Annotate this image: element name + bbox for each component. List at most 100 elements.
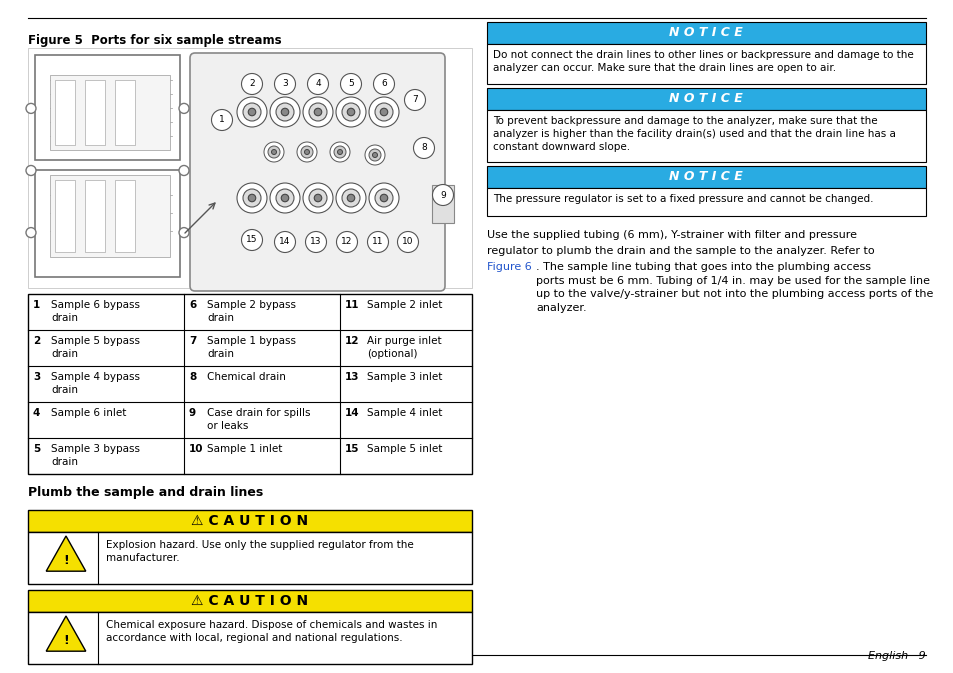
- Text: 9: 9: [439, 190, 445, 199]
- Circle shape: [270, 183, 299, 213]
- Text: Figure 6: Figure 6: [486, 262, 531, 272]
- Text: . The sample line tubing that goes into the plumbing access
ports must be 6 mm. : . The sample line tubing that goes into …: [536, 262, 932, 313]
- Text: 9: 9: [189, 408, 196, 418]
- Text: 13: 13: [345, 372, 359, 382]
- Circle shape: [432, 184, 453, 205]
- Text: ⚠ C A U T I O N: ⚠ C A U T I O N: [192, 594, 308, 608]
- Circle shape: [347, 194, 355, 202]
- Text: English   9: English 9: [867, 651, 925, 661]
- Circle shape: [296, 142, 316, 162]
- Circle shape: [243, 189, 261, 207]
- Circle shape: [372, 153, 377, 157]
- Circle shape: [303, 183, 333, 213]
- Text: 7: 7: [412, 96, 417, 104]
- Circle shape: [374, 73, 395, 94]
- Bar: [28, 294, 472, 474]
- Circle shape: [179, 166, 189, 176]
- Text: Sample 1 bypass
drain: Sample 1 bypass drain: [207, 336, 295, 359]
- Text: Do not connect the drain lines to other lines or backpressure and damage to the
: Do not connect the drain lines to other …: [493, 50, 913, 73]
- Circle shape: [275, 189, 294, 207]
- Text: Sample 4 inlet: Sample 4 inlet: [367, 408, 442, 418]
- Text: 11: 11: [372, 238, 383, 246]
- Circle shape: [365, 145, 385, 165]
- Text: 4: 4: [314, 79, 320, 89]
- Polygon shape: [46, 616, 86, 651]
- Text: 4: 4: [33, 408, 40, 418]
- Bar: [28, 590, 472, 612]
- Text: 12: 12: [345, 336, 359, 346]
- Text: 1: 1: [219, 116, 225, 125]
- Circle shape: [270, 97, 299, 127]
- Circle shape: [337, 149, 342, 155]
- Bar: [35, 170, 180, 277]
- Text: 6: 6: [189, 300, 196, 310]
- Circle shape: [341, 189, 359, 207]
- Bar: [115, 80, 135, 145]
- Text: The pressure regulator is set to a fixed pressure and cannot be changed.: The pressure regulator is set to a fixed…: [493, 194, 873, 204]
- Circle shape: [305, 232, 326, 252]
- Text: !: !: [63, 553, 69, 567]
- Bar: [28, 48, 472, 288]
- Circle shape: [340, 73, 361, 94]
- Circle shape: [413, 137, 434, 159]
- Text: Sample 6 bypass
drain: Sample 6 bypass drain: [51, 300, 140, 323]
- Circle shape: [268, 146, 280, 158]
- Bar: [115, 180, 135, 252]
- Circle shape: [179, 104, 189, 113]
- Circle shape: [26, 104, 36, 113]
- Bar: [432, 185, 454, 223]
- Bar: [28, 612, 472, 664]
- Circle shape: [314, 108, 321, 116]
- Text: 3: 3: [33, 372, 40, 382]
- Circle shape: [248, 194, 255, 202]
- Bar: [28, 532, 472, 584]
- Text: 11: 11: [345, 300, 359, 310]
- Circle shape: [336, 232, 357, 252]
- FancyBboxPatch shape: [190, 53, 444, 291]
- Circle shape: [404, 90, 425, 110]
- Bar: [486, 22, 925, 44]
- Circle shape: [380, 108, 387, 116]
- Circle shape: [303, 97, 333, 127]
- Polygon shape: [46, 536, 86, 571]
- Circle shape: [375, 103, 393, 121]
- Circle shape: [243, 103, 261, 121]
- Circle shape: [241, 229, 262, 250]
- Text: Sample 2 bypass
drain: Sample 2 bypass drain: [207, 300, 295, 323]
- Circle shape: [212, 110, 233, 131]
- Circle shape: [301, 146, 313, 158]
- Circle shape: [275, 103, 294, 121]
- Circle shape: [274, 73, 295, 94]
- Text: 2: 2: [33, 336, 40, 346]
- Bar: [486, 110, 925, 162]
- Circle shape: [304, 149, 309, 155]
- Circle shape: [397, 232, 418, 252]
- Circle shape: [369, 97, 398, 127]
- Circle shape: [272, 149, 276, 155]
- Circle shape: [347, 108, 355, 116]
- Circle shape: [241, 73, 262, 94]
- Circle shape: [309, 103, 327, 121]
- Text: 14: 14: [279, 238, 291, 246]
- Circle shape: [281, 108, 289, 116]
- Text: 15: 15: [246, 236, 257, 244]
- Bar: [28, 510, 472, 532]
- Text: Sample 3 bypass
drain: Sample 3 bypass drain: [51, 444, 140, 467]
- Text: Air purge inlet
(optional): Air purge inlet (optional): [367, 336, 441, 359]
- Text: Chemical drain: Chemical drain: [207, 372, 286, 382]
- Text: 10: 10: [189, 444, 203, 454]
- Circle shape: [369, 149, 380, 161]
- Text: Case drain for spills
or leaks: Case drain for spills or leaks: [207, 408, 310, 431]
- Text: Plumb the sample and drain lines: Plumb the sample and drain lines: [28, 486, 263, 499]
- Text: Sample 4 bypass
drain: Sample 4 bypass drain: [51, 372, 140, 395]
- Bar: [486, 44, 925, 84]
- Bar: [55, 80, 75, 145]
- Circle shape: [334, 146, 346, 158]
- Text: Use the supplied tubing (6 mm), Y-strainer with filter and pressure: Use the supplied tubing (6 mm), Y-strain…: [486, 230, 856, 240]
- Text: 14: 14: [345, 408, 359, 418]
- Text: 13: 13: [310, 238, 321, 246]
- Circle shape: [380, 194, 387, 202]
- Circle shape: [236, 183, 267, 213]
- Text: 6: 6: [381, 79, 387, 89]
- Text: Sample 3 inlet: Sample 3 inlet: [367, 372, 442, 382]
